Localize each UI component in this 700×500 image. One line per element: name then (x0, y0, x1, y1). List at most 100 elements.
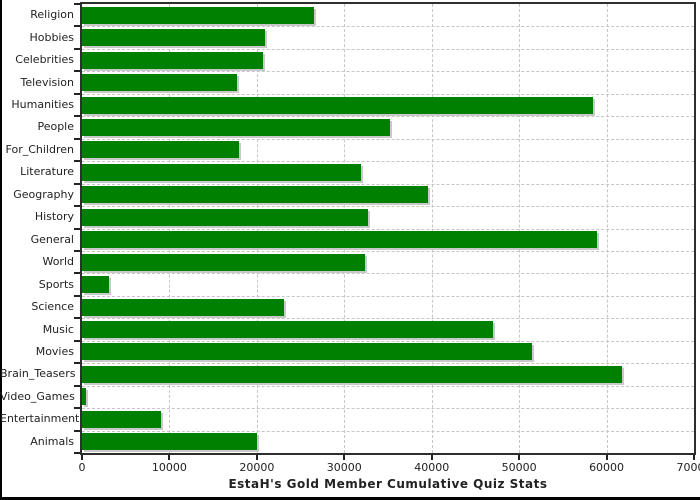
category-tick (74, 92, 80, 95)
category-label: Celebrities (15, 53, 74, 67)
category-tick (74, 362, 80, 365)
value-tick (693, 455, 695, 460)
category-tick (74, 227, 80, 230)
value-tick-label: 20000 (239, 461, 275, 474)
category-tick (74, 25, 80, 28)
category-tick (74, 182, 80, 185)
category-tick (74, 429, 80, 432)
category-label: Television (20, 75, 75, 89)
bar-humanities (82, 96, 593, 114)
bar-science (82, 298, 284, 316)
horizontal-gridline (82, 295, 694, 297)
horizontal-gridline (82, 93, 694, 95)
horizontal-gridline (82, 183, 694, 185)
window-frame-left (0, 0, 2, 500)
value-tick (430, 455, 433, 460)
bar-literature (82, 163, 361, 181)
chart-title: EstaH's Gold Member Cumulative Quiz Stat… (228, 477, 548, 491)
horizontal-gridline (82, 48, 694, 50)
bar-people (82, 118, 390, 136)
bar-world (82, 253, 366, 271)
category-label: Science (31, 300, 74, 314)
window-frame-bottom (0, 497, 700, 500)
category-tick (74, 70, 80, 73)
value-tick-label: 60000 (589, 461, 625, 474)
value-tick (81, 455, 83, 460)
plot-area (80, 2, 696, 455)
bar-animals (82, 433, 257, 451)
category-tick (74, 3, 80, 5)
bar-video_games (82, 388, 86, 406)
value-tick-label: 70000 (676, 461, 700, 474)
horizontal-gridline (82, 228, 694, 230)
category-label: World (42, 255, 74, 269)
horizontal-gridline (82, 408, 694, 410)
horizontal-gridline (82, 363, 694, 365)
horizontal-gridline (82, 385, 694, 387)
value-tick (343, 455, 346, 460)
category-tick (74, 115, 80, 118)
value-tick (255, 455, 258, 460)
category-tick (74, 205, 80, 208)
value-tick (605, 455, 608, 460)
value-tick-label: 40000 (414, 461, 450, 474)
category-tick (74, 407, 80, 410)
value-tick (518, 455, 521, 460)
category-label: Geography (13, 187, 74, 201)
bar-geography (82, 186, 429, 204)
bar-religion (82, 6, 314, 24)
horizontal-gridline (82, 138, 694, 140)
horizontal-gridline (82, 71, 694, 73)
bar-general (82, 231, 597, 249)
horizontal-gridline (82, 430, 694, 432)
horizontal-gridline (82, 273, 694, 275)
category-tick (74, 47, 80, 50)
category-tick (74, 317, 80, 320)
horizontal-gridline (82, 116, 694, 118)
bar-hobbies (82, 29, 265, 47)
bar-movies (82, 343, 533, 361)
category-label: People (37, 120, 74, 134)
category-tick (74, 339, 80, 342)
bar-music (82, 321, 493, 339)
category-label: Animals (30, 434, 74, 448)
horizontal-gridline (82, 161, 694, 163)
category-label: Movies (35, 344, 74, 358)
category-tick (74, 452, 80, 454)
category-label: Literature (20, 165, 74, 179)
category-label: Hobbies (29, 30, 74, 44)
category-label: Sports (38, 277, 74, 291)
category-tick (74, 272, 80, 275)
bar-sports (82, 276, 110, 294)
value-tick-label: 30000 (326, 461, 362, 474)
category-label: Religion (30, 8, 74, 22)
value-tick-label: 10000 (151, 461, 187, 474)
category-tick (74, 137, 80, 140)
bar-television (82, 74, 237, 92)
category-tick (74, 249, 80, 252)
horizontal-gridline (82, 206, 694, 208)
bar-for_children (82, 141, 240, 159)
horizontal-gridline (82, 318, 694, 320)
category-tick (74, 384, 80, 387)
bar-brain_teasers (82, 365, 623, 383)
category-label: Music (42, 322, 74, 336)
category-tick (74, 294, 80, 297)
bar-entertainment (82, 410, 161, 428)
value-tick-label: 50000 (501, 461, 537, 474)
category-label: Brain_Teasers (0, 367, 76, 381)
value-tick (168, 455, 171, 460)
category-label: History (34, 210, 74, 224)
horizontal-gridline (82, 250, 694, 252)
category-label: Entertainment (0, 412, 80, 426)
category-label: For_Children (5, 142, 74, 156)
bar-celebrities (82, 51, 263, 69)
bar-history (82, 208, 368, 226)
category-label: Video_Games (0, 389, 75, 403)
category-label: Humanities (11, 98, 74, 112)
horizontal-gridline (82, 26, 694, 28)
value-tick-label: 0 (78, 461, 86, 474)
category-label: General (30, 232, 74, 246)
horizontal-gridline (82, 340, 694, 342)
